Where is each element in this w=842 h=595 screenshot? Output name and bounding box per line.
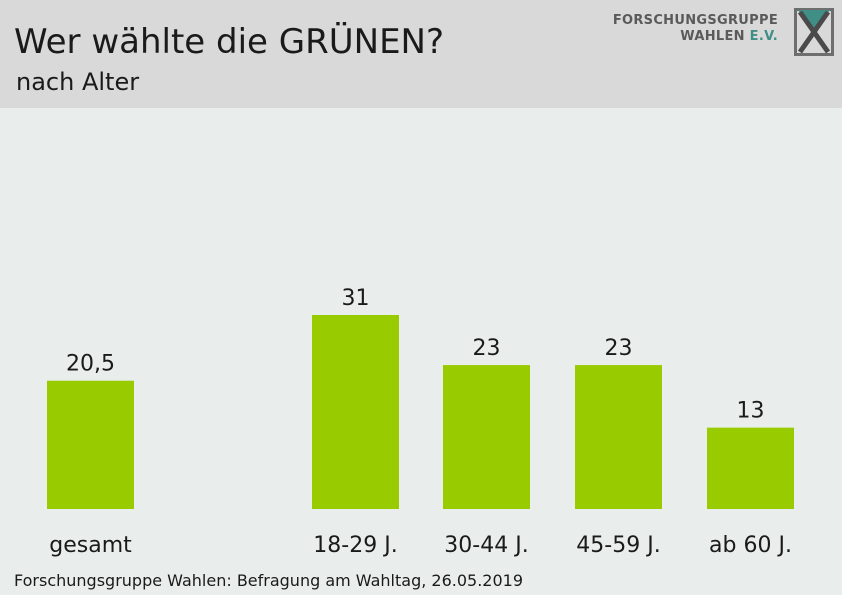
chart-header: Wer wählte die GRÜNEN? nach Alter FORSCH…	[0, 0, 842, 108]
bar-0	[47, 380, 134, 509]
ballot-x-icon	[794, 8, 834, 56]
category-label-0: gesamt	[49, 533, 132, 558]
category-label-2: 30-44 J.	[444, 533, 528, 558]
logo-text: FORSCHUNGSGRUPPE WAHLEN E.V.	[613, 13, 778, 45]
bar-value-label-3: 23	[605, 336, 633, 361]
logo-line-2-accent: E.V.	[749, 29, 778, 44]
chart-subtitle: nach Alter	[16, 68, 140, 96]
bar-4	[707, 427, 794, 509]
bar-2	[443, 365, 530, 509]
bar-1	[312, 315, 399, 509]
category-label-4: ab 60 J.	[709, 533, 792, 558]
bar-chart: 20,5 gesamt 31 18-29 J. 23 30-44 J. 23 45-59 J.…	[47, 286, 794, 558]
bar-value-label-4: 13	[737, 399, 765, 424]
bar-value-label-1: 31	[342, 286, 370, 311]
logo-line-1: FORSCHUNGSGRUPPE	[612, 13, 778, 28]
logo-line-2: WAHLEN E.V.	[613, 29, 778, 45]
bar-value-label-0: 20,5	[66, 352, 115, 377]
bar-value-label-2: 23	[473, 336, 501, 361]
fgw-logo: FORSCHUNGSGRUPPE WAHLEN E.V.	[613, 8, 834, 58]
logo-line-2-main: WAHLEN	[680, 29, 750, 44]
chart-title: Wer wählte die GRÜNEN?	[14, 22, 445, 62]
source-note: Forschungsgruppe Wahlen: Befragung am Wa…	[14, 571, 524, 590]
category-label-1: 18-29 J.	[313, 533, 397, 558]
category-label-3: 45-59 J.	[576, 533, 660, 558]
bar-3	[575, 365, 662, 509]
